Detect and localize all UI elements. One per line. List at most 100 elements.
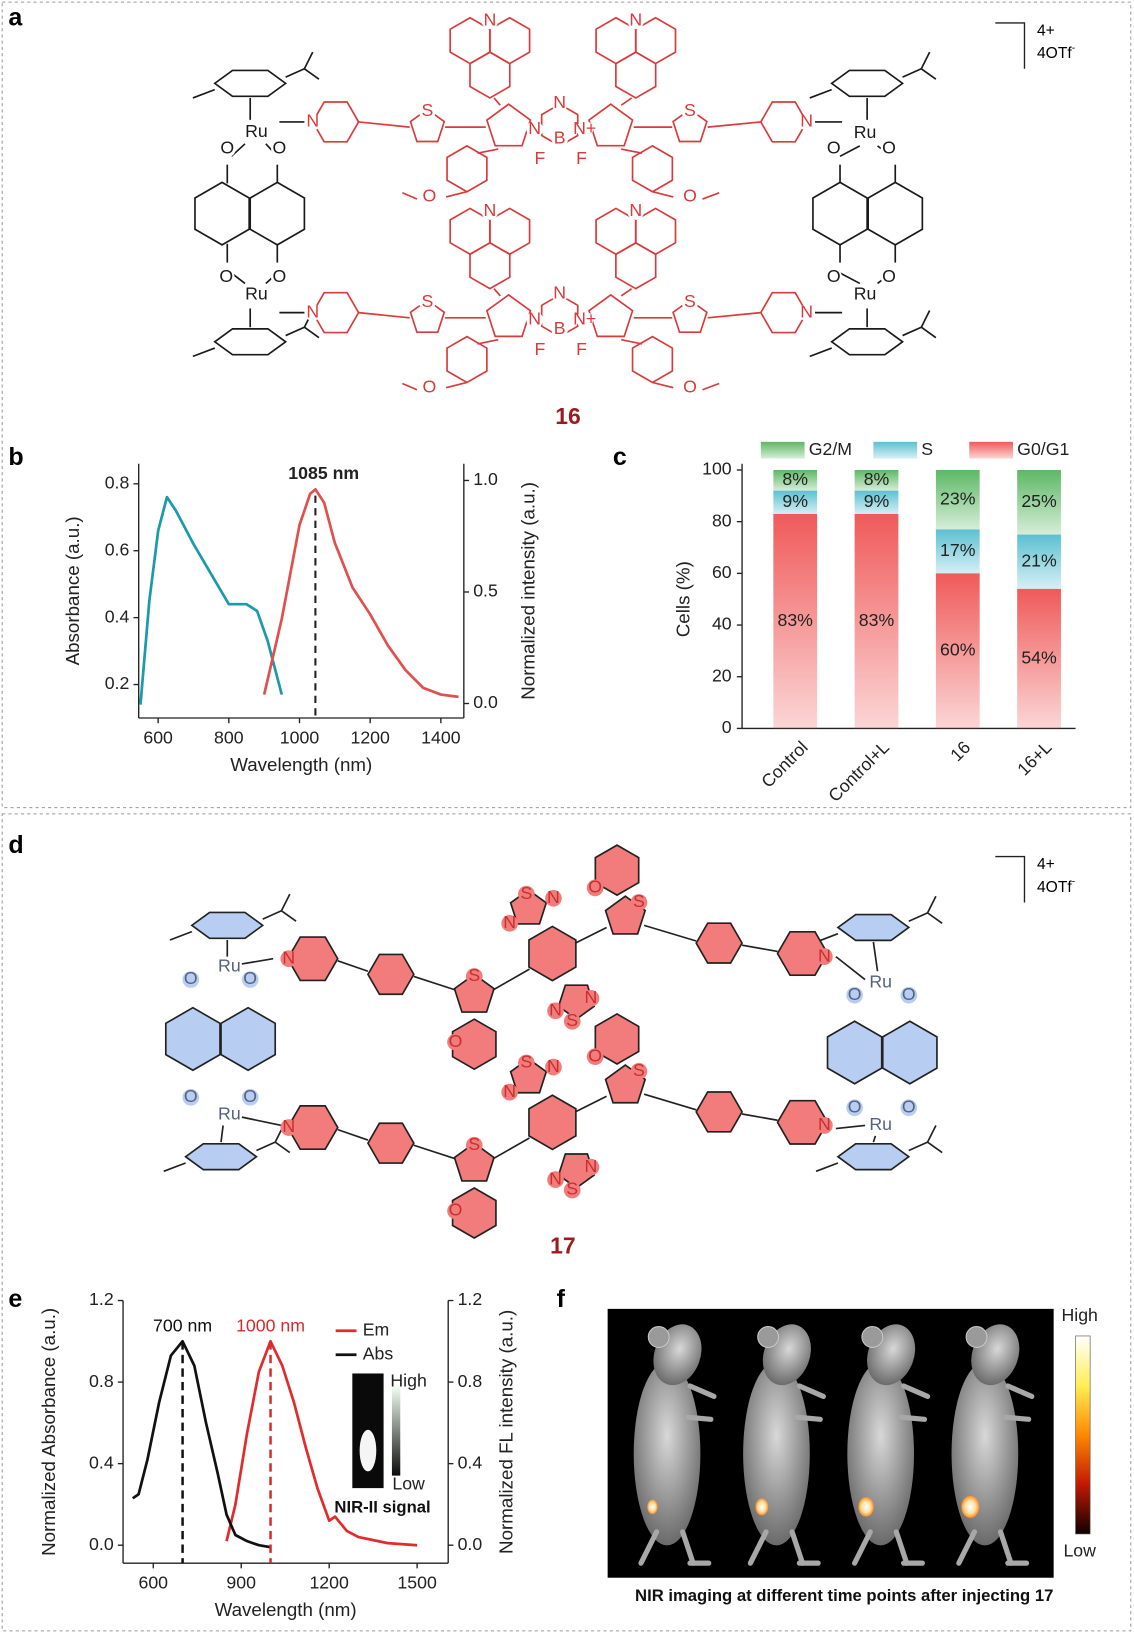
bar-segment bbox=[773, 490, 818, 514]
atom-bg bbox=[563, 1181, 581, 1199]
atom-bg bbox=[217, 268, 235, 286]
ring bbox=[836, 1142, 911, 1171]
atom-bg bbox=[627, 12, 645, 30]
y-tick-label: 0.0 bbox=[89, 1534, 114, 1554]
bond bbox=[620, 287, 633, 297]
y-tick-label: 80 bbox=[712, 510, 732, 530]
imaging-caption: NIR imaging at different time points aft… bbox=[635, 1586, 1053, 1605]
bond bbox=[643, 924, 697, 942]
atom-label: N bbox=[306, 111, 319, 131]
ring bbox=[213, 69, 288, 98]
atom-label: B bbox=[554, 318, 566, 338]
nir-signal bbox=[961, 1495, 980, 1518]
ring bbox=[588, 293, 634, 338]
atom-label: S bbox=[468, 1134, 480, 1154]
ring bbox=[867, 181, 924, 246]
nir-signal bbox=[858, 1497, 874, 1517]
inset-colorbar bbox=[391, 1385, 401, 1476]
atom-label: N bbox=[549, 1168, 562, 1188]
atom-label: S bbox=[633, 891, 645, 911]
x-tick-label: Control+L bbox=[824, 737, 893, 806]
atom-bg bbox=[856, 286, 874, 304]
bond bbox=[809, 347, 832, 358]
atom-label: N bbox=[547, 887, 560, 907]
atom-label: O bbox=[902, 984, 916, 1004]
atom-bg bbox=[221, 1106, 238, 1124]
ring bbox=[409, 299, 446, 334]
bond bbox=[477, 338, 499, 345]
bond bbox=[358, 311, 410, 319]
x-tick-label: 600 bbox=[143, 728, 173, 748]
atom-bg bbox=[872, 1117, 890, 1134]
ring bbox=[672, 108, 708, 143]
atom-label: N bbox=[528, 118, 541, 138]
atom-label: S bbox=[421, 100, 433, 120]
atom-label: S bbox=[633, 1060, 645, 1080]
ring bbox=[488, 207, 531, 256]
ring bbox=[830, 328, 904, 356]
atom-bg bbox=[798, 113, 816, 131]
atom-label: O bbox=[184, 1086, 198, 1106]
atom-bg bbox=[501, 1083, 519, 1101]
atom-bg bbox=[280, 950, 298, 968]
atom-label: N bbox=[528, 309, 541, 329]
legend-label: S bbox=[921, 439, 933, 459]
bond bbox=[902, 326, 922, 337]
atom-bg bbox=[419, 293, 436, 311]
inset-low: Low bbox=[392, 1474, 425, 1494]
atom-bg bbox=[681, 103, 699, 120]
bond bbox=[835, 955, 866, 981]
ring bbox=[451, 1018, 497, 1071]
y-axis-title: Absorbance (a.u.) bbox=[62, 516, 83, 665]
atom-label: O bbox=[184, 968, 198, 988]
atom-label: N bbox=[547, 1056, 560, 1076]
atom-bg bbox=[630, 1062, 648, 1080]
atom-label: O bbox=[882, 266, 896, 286]
mouse-ear bbox=[647, 1326, 670, 1348]
atom-bg bbox=[573, 341, 590, 359]
annotation: 1000 nm bbox=[236, 1315, 305, 1335]
bond bbox=[285, 68, 305, 78]
atom-bg bbox=[586, 879, 604, 897]
bond bbox=[280, 910, 297, 922]
atom-label: N bbox=[483, 200, 496, 220]
bond bbox=[652, 190, 674, 198]
ring bbox=[453, 1142, 496, 1182]
mouse-limb bbox=[956, 1529, 978, 1566]
bond bbox=[835, 1124, 866, 1130]
bond bbox=[702, 382, 720, 391]
ring bbox=[695, 1091, 744, 1133]
atom-label: O bbox=[848, 1096, 862, 1116]
x-tick-label: 1200 bbox=[309, 1573, 349, 1593]
bond bbox=[241, 1116, 282, 1127]
x-tick-label: 600 bbox=[138, 1573, 168, 1593]
ring bbox=[836, 913, 911, 942]
bond bbox=[741, 944, 778, 953]
atom-label: O bbox=[243, 968, 257, 988]
y-tick-label: 20 bbox=[712, 665, 732, 685]
mouse-limb bbox=[1003, 1414, 1032, 1422]
atom-label: S bbox=[566, 1179, 578, 1199]
atom-bg bbox=[582, 1158, 600, 1176]
y-tick-label: 0.4 bbox=[105, 606, 130, 626]
atom-bg bbox=[681, 293, 699, 311]
atom-label: S bbox=[520, 1052, 532, 1072]
panel-label: f bbox=[557, 1285, 566, 1313]
value-label: 54% bbox=[1021, 647, 1057, 667]
ring bbox=[881, 1020, 938, 1085]
atom-bg bbox=[271, 140, 288, 158]
atom-label: O bbox=[243, 1086, 257, 1106]
bond bbox=[220, 1125, 224, 1143]
atom-bg bbox=[280, 1119, 298, 1136]
atom-label: O bbox=[827, 266, 841, 286]
bond bbox=[702, 192, 720, 200]
atom-label: N bbox=[800, 111, 813, 131]
atom-label: N bbox=[553, 283, 566, 303]
atom-bg bbox=[551, 130, 569, 147]
atom-bg bbox=[304, 113, 322, 131]
atom-label: N bbox=[585, 987, 598, 1007]
panel-border bbox=[1, 813, 1132, 1632]
atom-label: N bbox=[503, 1081, 516, 1101]
y-tick-label: 0.4 bbox=[89, 1452, 114, 1472]
ring bbox=[469, 241, 511, 290]
